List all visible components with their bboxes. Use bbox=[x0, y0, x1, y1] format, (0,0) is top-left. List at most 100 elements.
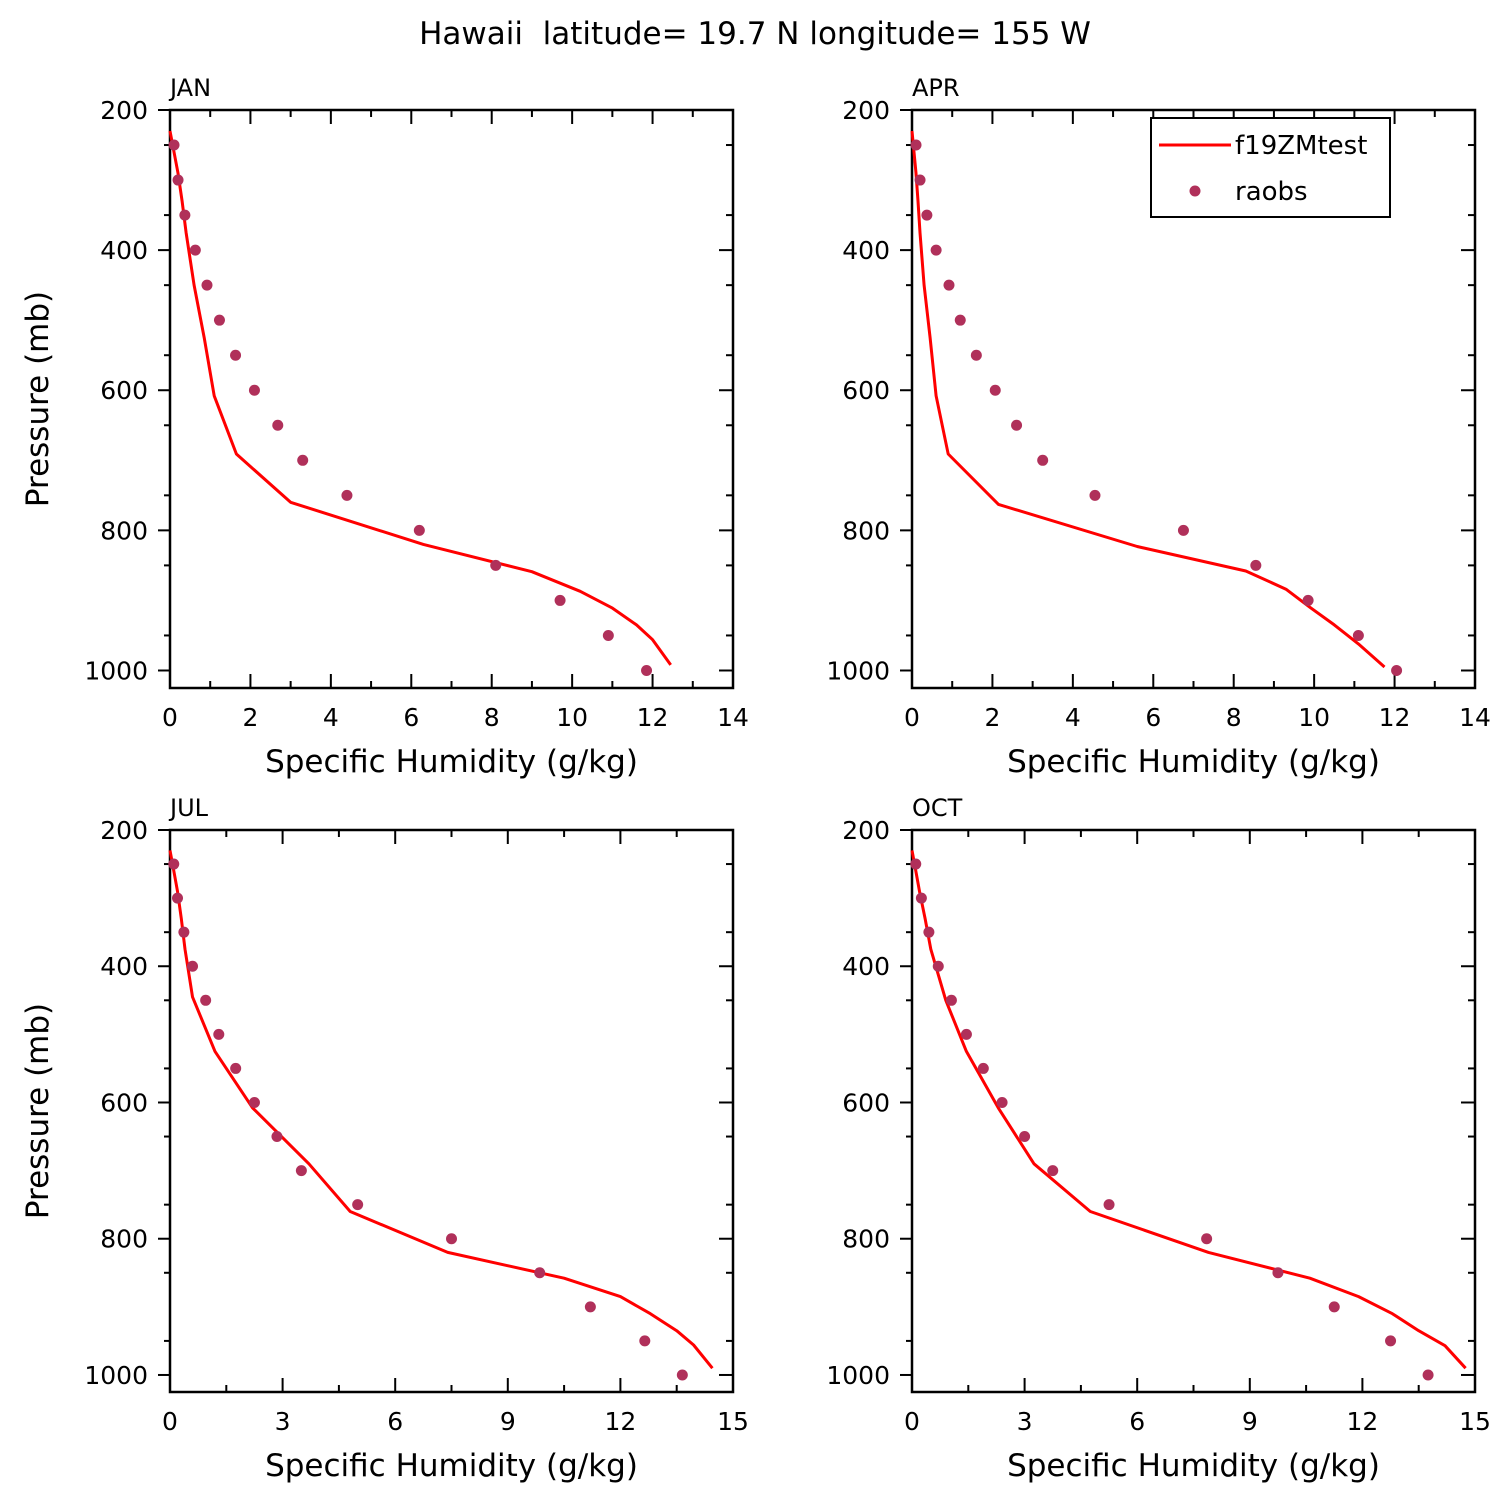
x-tick-label: 15 bbox=[717, 1407, 749, 1436]
x-tick-label: 0 bbox=[904, 703, 920, 732]
data-point-raobs bbox=[1391, 664, 1403, 676]
x-tick-label: 12 bbox=[604, 1407, 636, 1436]
data-point-raobs bbox=[352, 1199, 364, 1211]
data-point-raobs bbox=[213, 314, 225, 326]
x-axis-label: Specific Humidity (g/kg) bbox=[265, 1448, 638, 1484]
data-point-raobs bbox=[271, 1131, 283, 1143]
panel-title: JUL bbox=[168, 794, 209, 822]
data-point-raobs bbox=[1328, 1301, 1340, 1313]
x-tick-label: 2 bbox=[242, 703, 258, 732]
x-tick-label: 2 bbox=[984, 703, 1000, 732]
legend: f19ZMtest raobs bbox=[1150, 117, 1391, 218]
legend-box bbox=[1150, 117, 1391, 218]
y-tick-label: 800 bbox=[100, 516, 148, 545]
data-point-raobs bbox=[923, 926, 935, 938]
data-point-raobs bbox=[1385, 1335, 1397, 1347]
panel-oct: 0 3 6 9 12 15 200 400 600 800 1000 OCT Specific Humi… bbox=[826, 794, 1491, 1484]
data-point-raobs bbox=[639, 1335, 651, 1347]
x-tick-label: 10 bbox=[556, 703, 588, 732]
y-tick-label: 200 bbox=[842, 816, 890, 845]
x-tick-label: 8 bbox=[484, 703, 500, 732]
x-axis-label: Specific Humidity (g/kg) bbox=[265, 744, 638, 780]
data-point-raobs bbox=[1250, 559, 1262, 571]
y-tick-label: 600 bbox=[100, 1088, 148, 1117]
x-tick-label: 4 bbox=[323, 703, 339, 732]
x-tick-label: 6 bbox=[403, 703, 419, 732]
data-point-raobs bbox=[168, 858, 180, 870]
x-tick-label: 3 bbox=[275, 1407, 291, 1436]
y-axis-label: Pressure (mb) bbox=[20, 1003, 56, 1219]
y-tick-label: 400 bbox=[842, 952, 890, 981]
x-tick-label: 8 bbox=[1226, 703, 1242, 732]
data-point-raobs bbox=[676, 1369, 688, 1381]
data-point-raobs bbox=[1011, 419, 1023, 431]
data-point-raobs bbox=[1177, 524, 1189, 536]
y-tick-label: 600 bbox=[842, 1088, 890, 1117]
data-point-raobs bbox=[1352, 629, 1364, 641]
data-point-raobs bbox=[179, 209, 191, 221]
data-point-raobs bbox=[1302, 594, 1314, 606]
series-line-f19ZMtest bbox=[168, 850, 714, 1370]
data-point-raobs bbox=[201, 279, 213, 291]
data-point-raobs bbox=[172, 892, 184, 904]
x-tick-label: 12 bbox=[1379, 703, 1411, 732]
data-point-raobs bbox=[1019, 1131, 1031, 1143]
y-tick-label: 1000 bbox=[84, 656, 148, 685]
panel-title: JAN bbox=[168, 74, 211, 102]
figure-title: Hawaii latitude= 19.7 N longitude= 155 W bbox=[419, 16, 1091, 52]
data-point-raobs bbox=[1089, 489, 1101, 501]
y-tick-label: 400 bbox=[842, 236, 890, 265]
panel-title: APR bbox=[912, 74, 960, 102]
legend-label: f19ZMtest bbox=[1235, 131, 1367, 161]
x-tick-label: 14 bbox=[717, 703, 749, 732]
data-point-raobs bbox=[996, 1096, 1008, 1108]
data-point-raobs bbox=[1103, 1199, 1115, 1211]
data-point-raobs bbox=[910, 858, 922, 870]
x-tick-label: 6 bbox=[387, 1407, 403, 1436]
data-point-raobs bbox=[297, 454, 309, 466]
y-tick-label: 600 bbox=[842, 376, 890, 405]
series-line-f19ZMtest bbox=[168, 130, 672, 666]
data-point-raobs bbox=[295, 1165, 307, 1177]
x-tick-label: 10 bbox=[1298, 703, 1330, 732]
data-point-raobs bbox=[943, 279, 955, 291]
data-point-raobs bbox=[1047, 1165, 1059, 1177]
data-point-raobs bbox=[213, 1028, 225, 1040]
data-point-raobs bbox=[341, 489, 353, 501]
data-point-raobs bbox=[248, 1096, 260, 1108]
panel-title: OCT bbox=[912, 794, 963, 822]
data-point-raobs bbox=[930, 244, 942, 256]
data-point-raobs bbox=[1037, 454, 1049, 466]
data-point-raobs bbox=[932, 960, 944, 972]
data-point-raobs bbox=[178, 926, 190, 938]
x-tick-label: 12 bbox=[1346, 1407, 1378, 1436]
x-tick-label: 0 bbox=[162, 703, 178, 732]
data-point-raobs bbox=[602, 629, 614, 641]
x-tick-label: 0 bbox=[904, 1407, 920, 1436]
data-point-raobs bbox=[413, 524, 425, 536]
data-point-raobs bbox=[248, 384, 260, 396]
data-point-raobs bbox=[989, 384, 1001, 396]
x-tick-label: 6 bbox=[1129, 1407, 1145, 1436]
panel-jan: 0 2 4 6 8 10 12 14 200 400 600 800 1000 JAN Specific H… bbox=[20, 74, 749, 780]
data-point-raobs bbox=[187, 960, 199, 972]
data-point-raobs bbox=[915, 892, 927, 904]
x-tick-label: 12 bbox=[637, 703, 669, 732]
x-tick-label: 9 bbox=[500, 1407, 516, 1436]
y-tick-label: 800 bbox=[100, 1225, 148, 1254]
x-tick-label: 6 bbox=[1145, 703, 1161, 732]
legend-label: raobs bbox=[1235, 177, 1308, 207]
x-tick-label: 15 bbox=[1459, 1407, 1491, 1436]
data-point-raobs bbox=[446, 1233, 457, 1245]
y-tick-label: 400 bbox=[100, 236, 148, 265]
data-point-raobs bbox=[554, 594, 566, 606]
data-point-raobs bbox=[584, 1301, 596, 1313]
data-point-raobs bbox=[230, 1062, 242, 1074]
y-tick-label: 600 bbox=[100, 376, 148, 405]
data-point-raobs bbox=[945, 994, 957, 1006]
data-point-raobs bbox=[1272, 1267, 1284, 1279]
data-point-raobs bbox=[490, 559, 502, 571]
y-tick-label: 800 bbox=[842, 516, 890, 545]
y-axis-label: Pressure (mb) bbox=[20, 291, 56, 507]
